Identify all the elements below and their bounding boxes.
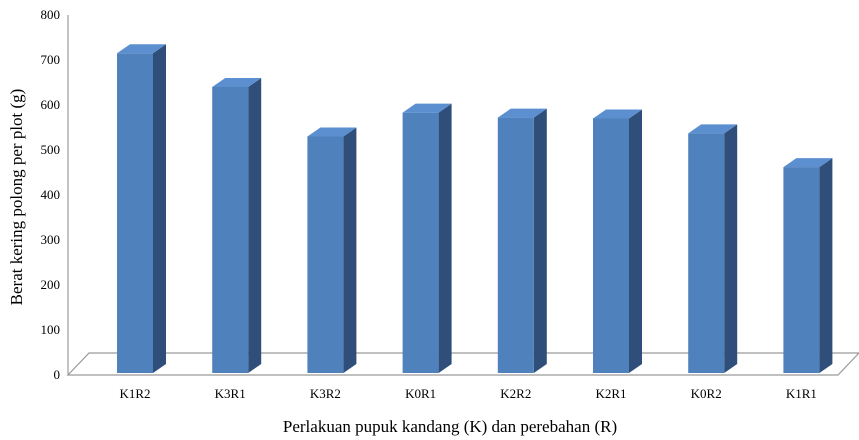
bar-front xyxy=(117,53,153,373)
bar-side xyxy=(819,158,832,373)
bar-side xyxy=(534,109,547,373)
x-tick-label: K3R1 xyxy=(215,386,246,401)
y-tick-label: 600 xyxy=(41,97,61,112)
y-tick-label: 400 xyxy=(41,187,61,202)
bar-front xyxy=(593,119,629,374)
x-tick-label: K2R1 xyxy=(595,386,626,401)
y-axis-title: Berat kering polong per plot (g) xyxy=(7,89,26,306)
bar-k2r1 xyxy=(593,110,642,374)
x-tick-label: K1R2 xyxy=(119,386,150,401)
y-tick-label: 700 xyxy=(41,52,61,67)
bar-side xyxy=(439,104,452,373)
y-tick-label: 800 xyxy=(41,7,61,22)
x-axis-title: Perlakuan pupuk kandang (K) dan perebaha… xyxy=(283,417,617,436)
bar-side xyxy=(343,128,356,374)
bar-side xyxy=(629,110,642,374)
bar-front xyxy=(688,133,724,373)
y-tick-label: 300 xyxy=(41,232,61,247)
bar-k1r2 xyxy=(117,44,166,373)
bar-front xyxy=(498,118,534,373)
x-tick-label: K2R2 xyxy=(500,386,531,401)
bar-side xyxy=(724,124,737,373)
bar-k1r1 xyxy=(783,158,832,373)
y-tick-label: 0 xyxy=(54,367,61,382)
bar-side xyxy=(153,44,166,373)
y-tick-label: 100 xyxy=(41,322,61,337)
x-tick-label: K0R2 xyxy=(691,386,722,401)
bar-k0r1 xyxy=(403,104,452,373)
x-tick-label: K1R1 xyxy=(786,386,817,401)
bar-front xyxy=(212,87,248,373)
bar-front xyxy=(403,113,439,373)
bar-k0r2 xyxy=(688,124,737,373)
chart-floor xyxy=(68,353,859,375)
x-tick-label: K3R2 xyxy=(310,386,341,401)
bar-k3r1 xyxy=(212,78,261,373)
bar-k2r2 xyxy=(498,109,547,373)
bars-group xyxy=(117,44,832,373)
bar-k3r2 xyxy=(307,128,356,374)
bar-front xyxy=(783,167,819,373)
bar-side xyxy=(248,78,261,373)
x-tick-label: K0R1 xyxy=(405,386,436,401)
bar-front xyxy=(307,137,343,374)
y-tick-labels: 0 100 200 300 400 500 600 700 800 xyxy=(41,7,61,382)
x-tick-labels: K1R2 K3R1 K3R2 K0R1 K2R2 K2R1 K0R2 K1R1 xyxy=(119,386,816,401)
y-tick-label: 500 xyxy=(41,142,61,157)
y-tick-label: 200 xyxy=(41,277,61,292)
